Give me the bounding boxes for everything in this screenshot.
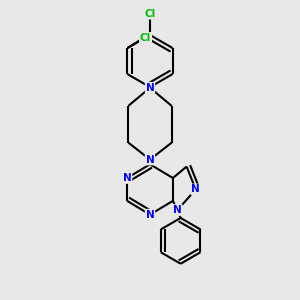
Text: N: N [123, 173, 131, 183]
Text: N: N [191, 184, 200, 194]
Text: N: N [146, 83, 154, 93]
Text: N: N [146, 154, 154, 164]
Text: Cl: Cl [140, 33, 151, 43]
Text: N: N [146, 210, 154, 220]
Text: Cl: Cl [144, 9, 156, 19]
Text: N: N [173, 205, 182, 215]
